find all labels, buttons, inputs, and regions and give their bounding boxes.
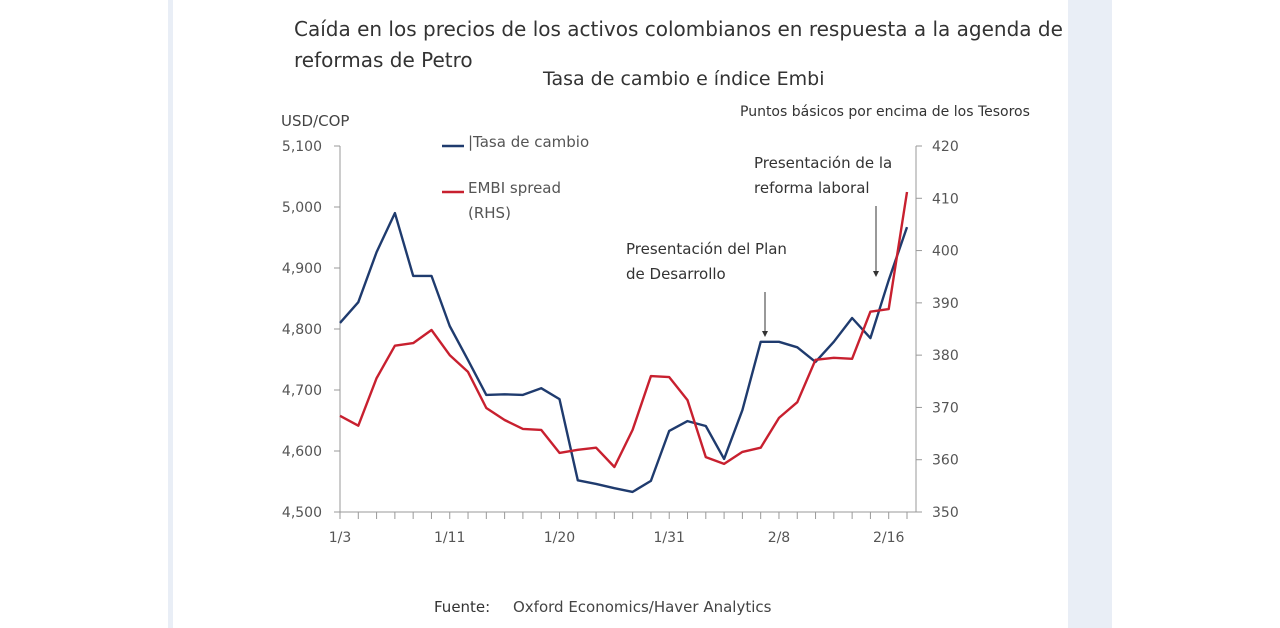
y-tick-label-right: 390	[932, 296, 959, 312]
series-line-tasa-de-cambio	[339, 211, 909, 494]
source-note: Fuente: Oxford Economics/Haver Analytics	[434, 598, 771, 616]
series-line-embi-spread	[339, 191, 909, 469]
y-tick-label-left: 5,000	[282, 200, 322, 216]
y-axis-left-label: USD/COP	[281, 112, 350, 130]
x-tick-label: 2/8	[768, 530, 791, 546]
y-tick-label-right: 380	[932, 348, 959, 364]
chart-subtitle: Tasa de cambio e índice Embi	[543, 68, 825, 90]
y-tick-label-left: 4,900	[282, 261, 322, 277]
arrow-head-icon	[762, 331, 768, 337]
source-value: Oxford Economics/Haver Analytics	[513, 598, 772, 616]
y-tick-label-right: 350	[932, 505, 959, 521]
x-tick-label: 2/16	[873, 530, 905, 546]
arrow-head-icon	[873, 271, 879, 277]
y-tick-label-right: 370	[932, 400, 959, 416]
page-border-right	[1068, 0, 1112, 628]
annotation-label: Presentación del Plan	[626, 240, 787, 258]
x-tick-label: 1/31	[653, 530, 684, 546]
page-border-left	[168, 0, 173, 628]
y-tick-label-left: 5,100	[282, 139, 322, 155]
y-tick-label-right: 360	[932, 453, 959, 469]
x-tick-label: 1/11	[434, 530, 465, 546]
x-tick-label: 1/20	[544, 530, 575, 546]
y-axis-right-label: Puntos básicos por encima de los Tesoros	[740, 104, 1030, 120]
legend-label: EMBI spread	[468, 179, 561, 197]
y-tick-label-left: 4,700	[282, 383, 322, 399]
chart-title: Caída en los precios de los activos colo…	[294, 17, 1063, 72]
legend-label: (RHS)	[468, 204, 511, 222]
annotation-label: reforma laboral	[754, 179, 870, 197]
y-tick-label-right: 400	[932, 244, 959, 260]
source-label: Fuente:	[434, 598, 491, 616]
y-tick-label-left: 4,800	[282, 322, 322, 338]
legend-label: |Tasa de cambio	[468, 133, 589, 151]
y-tick-label-right: 410	[932, 191, 959, 207]
y-tick-label-left: 4,600	[282, 444, 322, 460]
x-tick-label: 1/3	[329, 530, 352, 546]
y-tick-label-left: 4,500	[282, 505, 322, 521]
annotation-label: Presentación de la	[754, 154, 892, 172]
annotation-label: de Desarrollo	[626, 265, 726, 283]
y-tick-label-right: 420	[932, 139, 959, 155]
